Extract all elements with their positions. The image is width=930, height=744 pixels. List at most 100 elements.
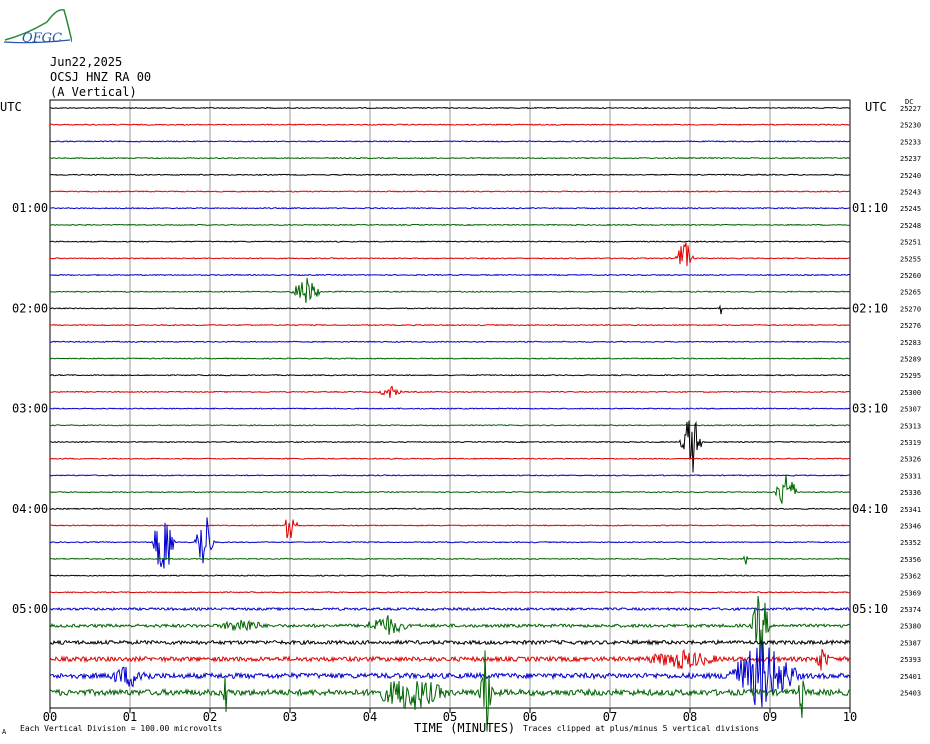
x-tick-label: 02 xyxy=(203,710,217,724)
trace-20 xyxy=(49,420,851,473)
dc-offset-label: 25319 xyxy=(900,439,921,447)
trace-5 xyxy=(49,190,851,193)
trace-32 xyxy=(49,638,851,646)
dc-offset-label: 25336 xyxy=(900,489,921,497)
right-time-label: 03:10 xyxy=(852,402,888,416)
trace-31 xyxy=(49,595,851,662)
trace-2 xyxy=(49,140,851,143)
trace-34 xyxy=(49,642,851,708)
left-time-label: 03:00 xyxy=(12,402,48,416)
dc-offset-label: 25243 xyxy=(900,189,921,197)
dc-offset-label: 25387 xyxy=(900,639,921,647)
trace-23 xyxy=(49,475,851,504)
svg-text:OFGC: OFGC xyxy=(22,31,62,46)
x-tick-label: 10 xyxy=(843,710,857,724)
dc-offset-label: 25240 xyxy=(900,172,921,180)
trace-6 xyxy=(49,207,851,210)
dc-offset-label: 25356 xyxy=(900,556,921,564)
x-tick-label: 04 xyxy=(363,710,377,724)
dc-offset-label: 25393 xyxy=(900,656,921,664)
trace-21 xyxy=(49,457,851,460)
right-time-label: 01:10 xyxy=(852,201,888,215)
dc-offset-label: 25251 xyxy=(900,239,921,247)
x-tick-label: 05 xyxy=(443,710,457,724)
ofgc-logo: OFGC xyxy=(3,9,72,46)
x-tick-label: 06 xyxy=(523,710,537,724)
component-label: (A Vertical) xyxy=(50,85,137,99)
trace-7 xyxy=(50,223,851,227)
dc-offset-label: 25331 xyxy=(900,472,921,480)
dc-offset-label: 25300 xyxy=(900,389,921,397)
dc-offset-label: 25255 xyxy=(900,255,921,263)
dc-offset-label: 25237 xyxy=(900,155,921,163)
dc-offset-label: 25289 xyxy=(900,356,921,364)
dc-offset-label: 25283 xyxy=(900,339,921,347)
dc-offset-label: 25362 xyxy=(900,573,921,581)
right-time-label: 04:10 xyxy=(852,502,888,516)
trace-33 xyxy=(49,648,851,671)
dc-offset-label: 25248 xyxy=(900,222,921,230)
dc-offset-label: 25380 xyxy=(900,623,921,631)
dc-offset-label: 25326 xyxy=(900,456,921,464)
x-tick-label: 01 xyxy=(123,710,137,724)
left-time-label: 01:00 xyxy=(12,201,48,215)
trace-22 xyxy=(49,474,851,477)
dc-offset-label: 25227 xyxy=(900,105,921,113)
dc-offset-label: 25346 xyxy=(900,523,921,531)
dc-offset-label: 25341 xyxy=(900,506,921,514)
trace-1 xyxy=(49,123,851,126)
trace-10 xyxy=(49,273,851,277)
dc-offset-label: 25295 xyxy=(900,372,921,380)
x-tick-label: 03 xyxy=(283,710,297,724)
trace-13 xyxy=(49,323,851,327)
trace-9 xyxy=(49,242,851,267)
dc-offset-label: 25270 xyxy=(900,305,921,313)
x-tick-label: 08 xyxy=(683,710,697,724)
dc-offset-label: 25233 xyxy=(900,138,921,146)
trace-4 xyxy=(49,173,851,176)
trace-17 xyxy=(49,385,851,398)
x-tick-label: 07 xyxy=(603,710,617,724)
corner-mark: A xyxy=(2,728,7,736)
trace-24 xyxy=(49,507,851,510)
clipping-note: Traces clipped at plus/minus 5 vertical … xyxy=(523,724,760,733)
trace-11 xyxy=(49,277,851,304)
trace-25 xyxy=(49,519,851,539)
trace-27 xyxy=(49,555,851,565)
trace-8 xyxy=(49,240,850,243)
x-axis-title: TIME (MINUTES) xyxy=(414,721,516,735)
trace-18 xyxy=(50,407,851,410)
left-time-label: 05:00 xyxy=(12,602,48,616)
trace-16 xyxy=(49,374,851,377)
right-time-label: 02:10 xyxy=(852,301,888,315)
x-tick-label: 00 xyxy=(43,710,57,724)
dc-offset-label: 25401 xyxy=(900,673,921,681)
trace-12 xyxy=(49,304,851,315)
trace-30 xyxy=(49,606,851,612)
right-time-label: 05:10 xyxy=(852,602,888,616)
date-label: Jun22,2025 xyxy=(50,55,123,69)
trace-14 xyxy=(50,340,851,343)
dc-offset-label: 25403 xyxy=(900,690,921,698)
trace-19 xyxy=(50,424,851,427)
dc-offset-label: 25265 xyxy=(900,289,921,297)
trace-29 xyxy=(49,591,851,594)
dc-offset-label: 25276 xyxy=(900,322,921,330)
dc-offset-label: 25369 xyxy=(900,589,921,597)
vertical-division-note: Each Vertical Division = 100.00 microvol… xyxy=(20,724,223,733)
dc-offset-label: 25307 xyxy=(900,406,921,414)
left-time-label: 04:00 xyxy=(12,502,48,516)
dc-offset-label: 25313 xyxy=(900,422,921,430)
dc-offset-label: 25352 xyxy=(900,539,921,547)
trace-28 xyxy=(49,574,851,577)
station-label: OCSJ HNZ RA 00 xyxy=(50,70,152,84)
dc-label: DC xyxy=(905,98,914,106)
dc-offset-label: 25260 xyxy=(900,272,921,280)
trace-3 xyxy=(49,156,851,160)
trace-35 xyxy=(49,650,850,732)
left-utc-label: UTC xyxy=(0,100,22,114)
trace-0 xyxy=(49,106,851,110)
dc-offset-label: 25245 xyxy=(900,205,921,213)
right-utc-label: UTC xyxy=(865,100,887,114)
